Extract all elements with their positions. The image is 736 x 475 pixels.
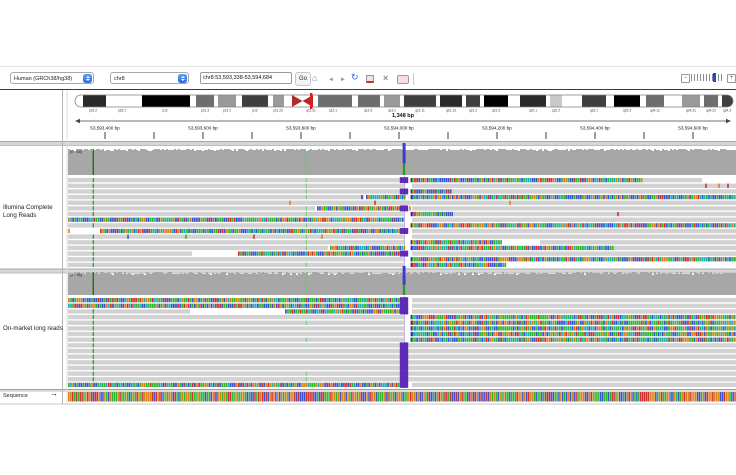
ruler-span-label: 1,348 bp: [388, 113, 418, 119]
genome-select-value: Human (GRCh38/hg38): [14, 76, 73, 82]
back-arrow-icon[interactable]: ◄: [328, 77, 334, 83]
go-button[interactable]: Go: [295, 72, 312, 86]
close-icon[interactable]: ×: [383, 73, 389, 83]
forward-arrow-icon[interactable]: ►: [340, 77, 346, 83]
chromosome-select-stepper-icon[interactable]: [178, 74, 187, 83]
define-region-icon[interactable]: [366, 75, 374, 83]
zoom-control: − +: [681, 73, 736, 83]
genome-select[interactable]: Human (GRCh38/hg38): [10, 72, 94, 84]
chromosome-select-value: chr8: [114, 76, 125, 82]
zoom-slider[interactable]: [691, 73, 724, 82]
zoom-in-button[interactable]: +: [727, 74, 736, 83]
toolbar: Human (GRCh38/hg38) chr8 Go ⌂ ◄ ► ↻ × − …: [0, 66, 736, 89]
refresh-icon[interactable]: ↻: [351, 72, 359, 82]
sequence-track-label[interactable]: Sequence: [3, 393, 28, 399]
track-name-onmarket[interactable]: On-market long reads: [3, 325, 63, 332]
home-icon[interactable]: ⌂: [312, 73, 318, 83]
zoom-out-button[interactable]: −: [681, 74, 690, 83]
toolbar-divider: [413, 73, 414, 85]
popup-text-icon[interactable]: [397, 75, 409, 84]
zoom-slider-thumb[interactable]: [713, 73, 716, 82]
track-name-illumina[interactable]: Illumina Complete Long Reads: [3, 204, 53, 219]
genome-select-stepper-icon[interactable]: [83, 74, 92, 83]
locus-input[interactable]: [200, 72, 292, 84]
sequence-strand-arrow-icon[interactable]: →: [50, 389, 58, 398]
chromosome-select[interactable]: chr8: [110, 72, 189, 84]
